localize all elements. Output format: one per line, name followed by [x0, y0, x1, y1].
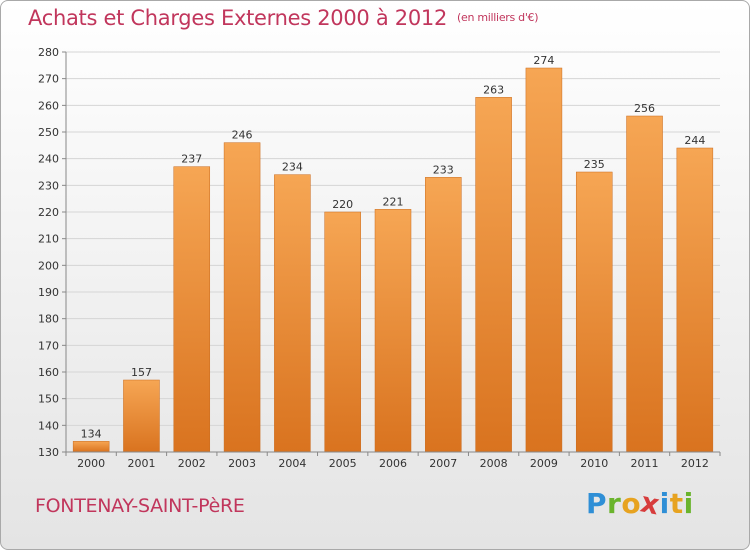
- data-label: 256: [634, 102, 655, 115]
- logo-letter: i: [683, 487, 694, 520]
- data-label: 246: [232, 129, 253, 142]
- y-tick-label: 210: [38, 233, 59, 246]
- data-label: 263: [483, 83, 504, 96]
- logo-letter: o: [621, 487, 642, 520]
- x-tick-label: 2007: [429, 457, 457, 470]
- data-label: 237: [181, 153, 202, 166]
- bar: [575, 171, 613, 453]
- y-tick-label: 220: [38, 206, 59, 219]
- data-label: 221: [383, 195, 404, 208]
- x-tick-label: 2003: [228, 457, 256, 470]
- x-tick-label: 2009: [530, 457, 558, 470]
- y-tick-label: 270: [38, 73, 59, 86]
- data-label: 157: [131, 366, 152, 379]
- bar: [676, 147, 714, 453]
- proxiti-logo: Proxiti: [586, 485, 694, 521]
- bar: [173, 166, 211, 453]
- x-tick-label: 2006: [379, 457, 407, 470]
- y-tick-label: 170: [38, 339, 59, 352]
- logo-letter: i: [659, 487, 670, 520]
- bar: [525, 67, 563, 453]
- bar: [223, 142, 261, 453]
- y-tick-label: 160: [38, 366, 59, 379]
- chart-title-text: Achats et Charges Externes 2000 à 2012: [28, 6, 448, 30]
- bar: [274, 174, 311, 453]
- y-tick-label: 190: [38, 286, 59, 299]
- logo-letter: r: [607, 487, 622, 520]
- y-axis-ticks: 130 140 150 160 170 180 190 200 210 220 230 240 250 2…: [38, 46, 66, 459]
- bars: [72, 67, 714, 453]
- data-label: 274: [533, 54, 554, 67]
- x-tick-label: 2001: [127, 457, 155, 470]
- x-tick-label: 2005: [329, 457, 357, 470]
- data-label: 234: [282, 161, 303, 174]
- logo-letter: t: [669, 487, 684, 520]
- y-tick-label: 130: [38, 446, 59, 459]
- y-tick-label: 240: [38, 153, 59, 166]
- y-tick-label: 230: [38, 179, 59, 192]
- bar: [475, 97, 512, 453]
- bar: [425, 177, 462, 453]
- bar: [626, 115, 663, 453]
- bar: [324, 211, 361, 453]
- y-tick-label: 180: [38, 313, 59, 326]
- x-tick-label: 2000: [77, 457, 105, 470]
- y-tick-label: 250: [38, 126, 59, 139]
- x-tick-label: 2012: [681, 457, 709, 470]
- x-tick-label: 2011: [631, 457, 659, 470]
- bar: [72, 441, 110, 453]
- bar: [123, 379, 160, 453]
- y-tick-label: 260: [38, 99, 59, 112]
- bar: [374, 209, 412, 453]
- y-tick-label: 140: [38, 419, 59, 432]
- y-tick-label: 150: [38, 393, 59, 406]
- x-axis-ticks: 2000 2001 2002 2003 2004 2005 2006 2007 2008 2009…: [65, 452, 721, 470]
- logo-letter: P: [586, 487, 608, 520]
- data-labels: 134 157 237 246 234 220 221 233 263 274 235 256 244: [81, 54, 706, 440]
- chart-unit: (en milliers d'€): [457, 11, 539, 24]
- x-tick-label: 2010: [580, 457, 608, 470]
- data-label: 235: [584, 158, 605, 171]
- data-label: 220: [332, 198, 353, 211]
- x-tick-label: 2004: [278, 457, 306, 470]
- x-tick-label: 2008: [480, 457, 508, 470]
- y-tick-label: 200: [38, 259, 59, 272]
- axes: [65, 52, 720, 453]
- commune-name: FONTENAY-SAINT-PèRE: [35, 495, 245, 517]
- chart-title: Achats et Charges Externes 2000 à 2012 (e…: [28, 6, 539, 30]
- data-label: 233: [433, 163, 454, 176]
- y-tick-label: 280: [38, 46, 59, 59]
- data-label: 134: [81, 427, 102, 440]
- x-tick-label: 2002: [178, 457, 206, 470]
- data-label: 244: [684, 134, 705, 147]
